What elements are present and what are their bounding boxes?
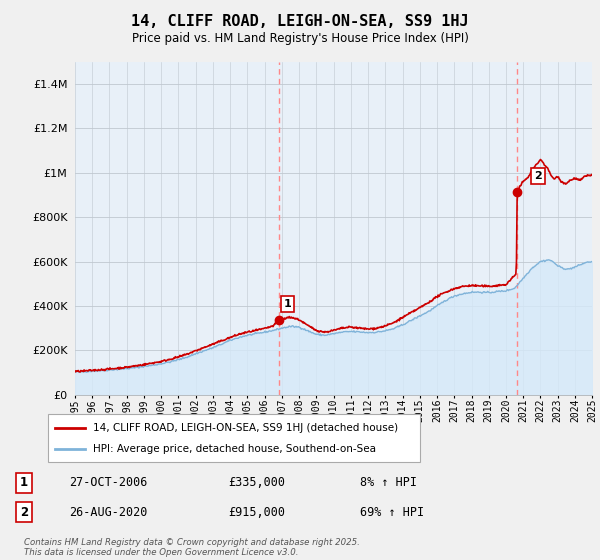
FancyBboxPatch shape <box>48 414 420 462</box>
Text: 2: 2 <box>534 171 542 181</box>
Text: 14, CLIFF ROAD, LEIGH-ON-SEA, SS9 1HJ (detached house): 14, CLIFF ROAD, LEIGH-ON-SEA, SS9 1HJ (d… <box>92 423 398 433</box>
Text: 1: 1 <box>284 298 291 309</box>
Text: 27-OCT-2006: 27-OCT-2006 <box>69 476 148 489</box>
Text: 69% ↑ HPI: 69% ↑ HPI <box>360 506 424 519</box>
Text: 1: 1 <box>20 476 28 489</box>
Text: Contains HM Land Registry data © Crown copyright and database right 2025.
This d: Contains HM Land Registry data © Crown c… <box>24 538 360 557</box>
Text: 8% ↑ HPI: 8% ↑ HPI <box>360 476 417 489</box>
Text: 26-AUG-2020: 26-AUG-2020 <box>69 506 148 519</box>
Text: Price paid vs. HM Land Registry's House Price Index (HPI): Price paid vs. HM Land Registry's House … <box>131 32 469 45</box>
Text: £335,000: £335,000 <box>228 476 285 489</box>
Text: £915,000: £915,000 <box>228 506 285 519</box>
Text: 2: 2 <box>20 506 28 519</box>
Text: HPI: Average price, detached house, Southend-on-Sea: HPI: Average price, detached house, Sout… <box>92 444 376 454</box>
Text: 14, CLIFF ROAD, LEIGH-ON-SEA, SS9 1HJ: 14, CLIFF ROAD, LEIGH-ON-SEA, SS9 1HJ <box>131 14 469 29</box>
